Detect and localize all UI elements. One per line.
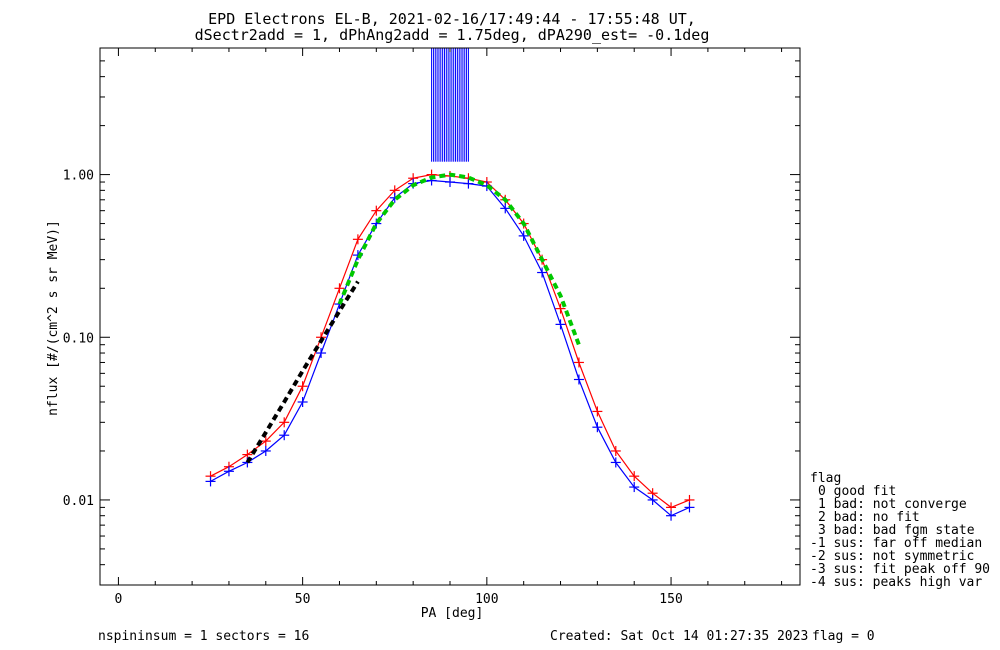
x-axis-ticks: 0 50 100 150: [115, 48, 783, 607]
data-point: [260, 445, 271, 456]
footer-created: Created: Sat Oct 14 01:27:35 2023: [550, 629, 808, 644]
data-point: [647, 494, 658, 505]
data-point: [684, 502, 695, 513]
data-point: [279, 417, 290, 428]
data-point: [592, 406, 603, 417]
series-line: [210, 173, 690, 509]
data-point: [279, 430, 290, 441]
chart-title-line1: EPD Electrons EL-B, 2021-02-16/17:49:44 …: [208, 10, 696, 28]
x-axis-label: PA [deg]: [421, 606, 484, 621]
data-point: [573, 357, 584, 368]
data-point: [463, 178, 474, 189]
data-point: [297, 381, 308, 392]
y-axis-label: nflux [#/(cm^2 s sr MeV)]: [46, 220, 61, 416]
chart-title-line2: dSectr2add = 1, dPhAng2add = 1.75deg, dP…: [195, 26, 710, 44]
data-point: [205, 476, 216, 487]
y-tick-label: 0.10: [63, 331, 94, 346]
data-point: [518, 230, 529, 241]
y-tick-label: 1.00: [63, 169, 94, 184]
legend-entry: 1 bad: not converge: [818, 497, 967, 512]
data-point: [352, 234, 363, 245]
series-line: [337, 172, 581, 346]
data-point: [592, 422, 603, 433]
data-point: [555, 319, 566, 330]
x-tick-label: 150: [659, 592, 682, 607]
data-point: [610, 445, 621, 456]
data-point: [537, 267, 548, 278]
legend-entry: 2 bad: no fit: [818, 510, 920, 525]
data-point: [610, 457, 621, 468]
legend: flag 0 good fit 1 bad: not converge 2 ba…: [810, 471, 990, 590]
y-tick-label: 0.01: [63, 494, 94, 509]
x-tick-label: 50: [295, 592, 311, 607]
legend-entry: 0 good fit: [818, 484, 896, 499]
footer-flag: flag = 0: [812, 629, 875, 644]
data-point: [629, 482, 640, 493]
series-line: [210, 179, 690, 517]
data-point: [223, 466, 234, 477]
legend-entry: -1 sus: far off median: [810, 536, 982, 551]
x-tick-label: 100: [475, 592, 498, 607]
legend-entry: -2 sus: not symmetric: [810, 549, 974, 564]
data-point: [371, 205, 382, 216]
data-point: [260, 436, 271, 447]
legend-title: flag: [810, 471, 841, 486]
legend-entry: -3 sus: fit peak off 90: [810, 562, 990, 577]
data-point: [573, 374, 584, 385]
footer-spin-info: nspininsum = 1 sectors = 16: [98, 629, 309, 644]
x-tick-label: 0: [115, 592, 123, 607]
data-point: [334, 283, 345, 294]
series-line: [245, 280, 360, 464]
data-point: [445, 177, 455, 188]
legend-entry: -4 sus: peaks high var: [810, 575, 982, 590]
data-point: [629, 471, 640, 482]
data-point: [555, 303, 566, 314]
data-point: [316, 348, 327, 359]
series-group: [205, 169, 695, 521]
data-point: [500, 203, 511, 214]
data-point: [666, 510, 677, 521]
data-point: [297, 396, 308, 407]
spike-lines: [431, 48, 469, 162]
y-axis-ticks: 0.01 0.10 1.00: [63, 60, 800, 566]
legend-entry: 3 bad: bad fgm state: [818, 523, 975, 538]
